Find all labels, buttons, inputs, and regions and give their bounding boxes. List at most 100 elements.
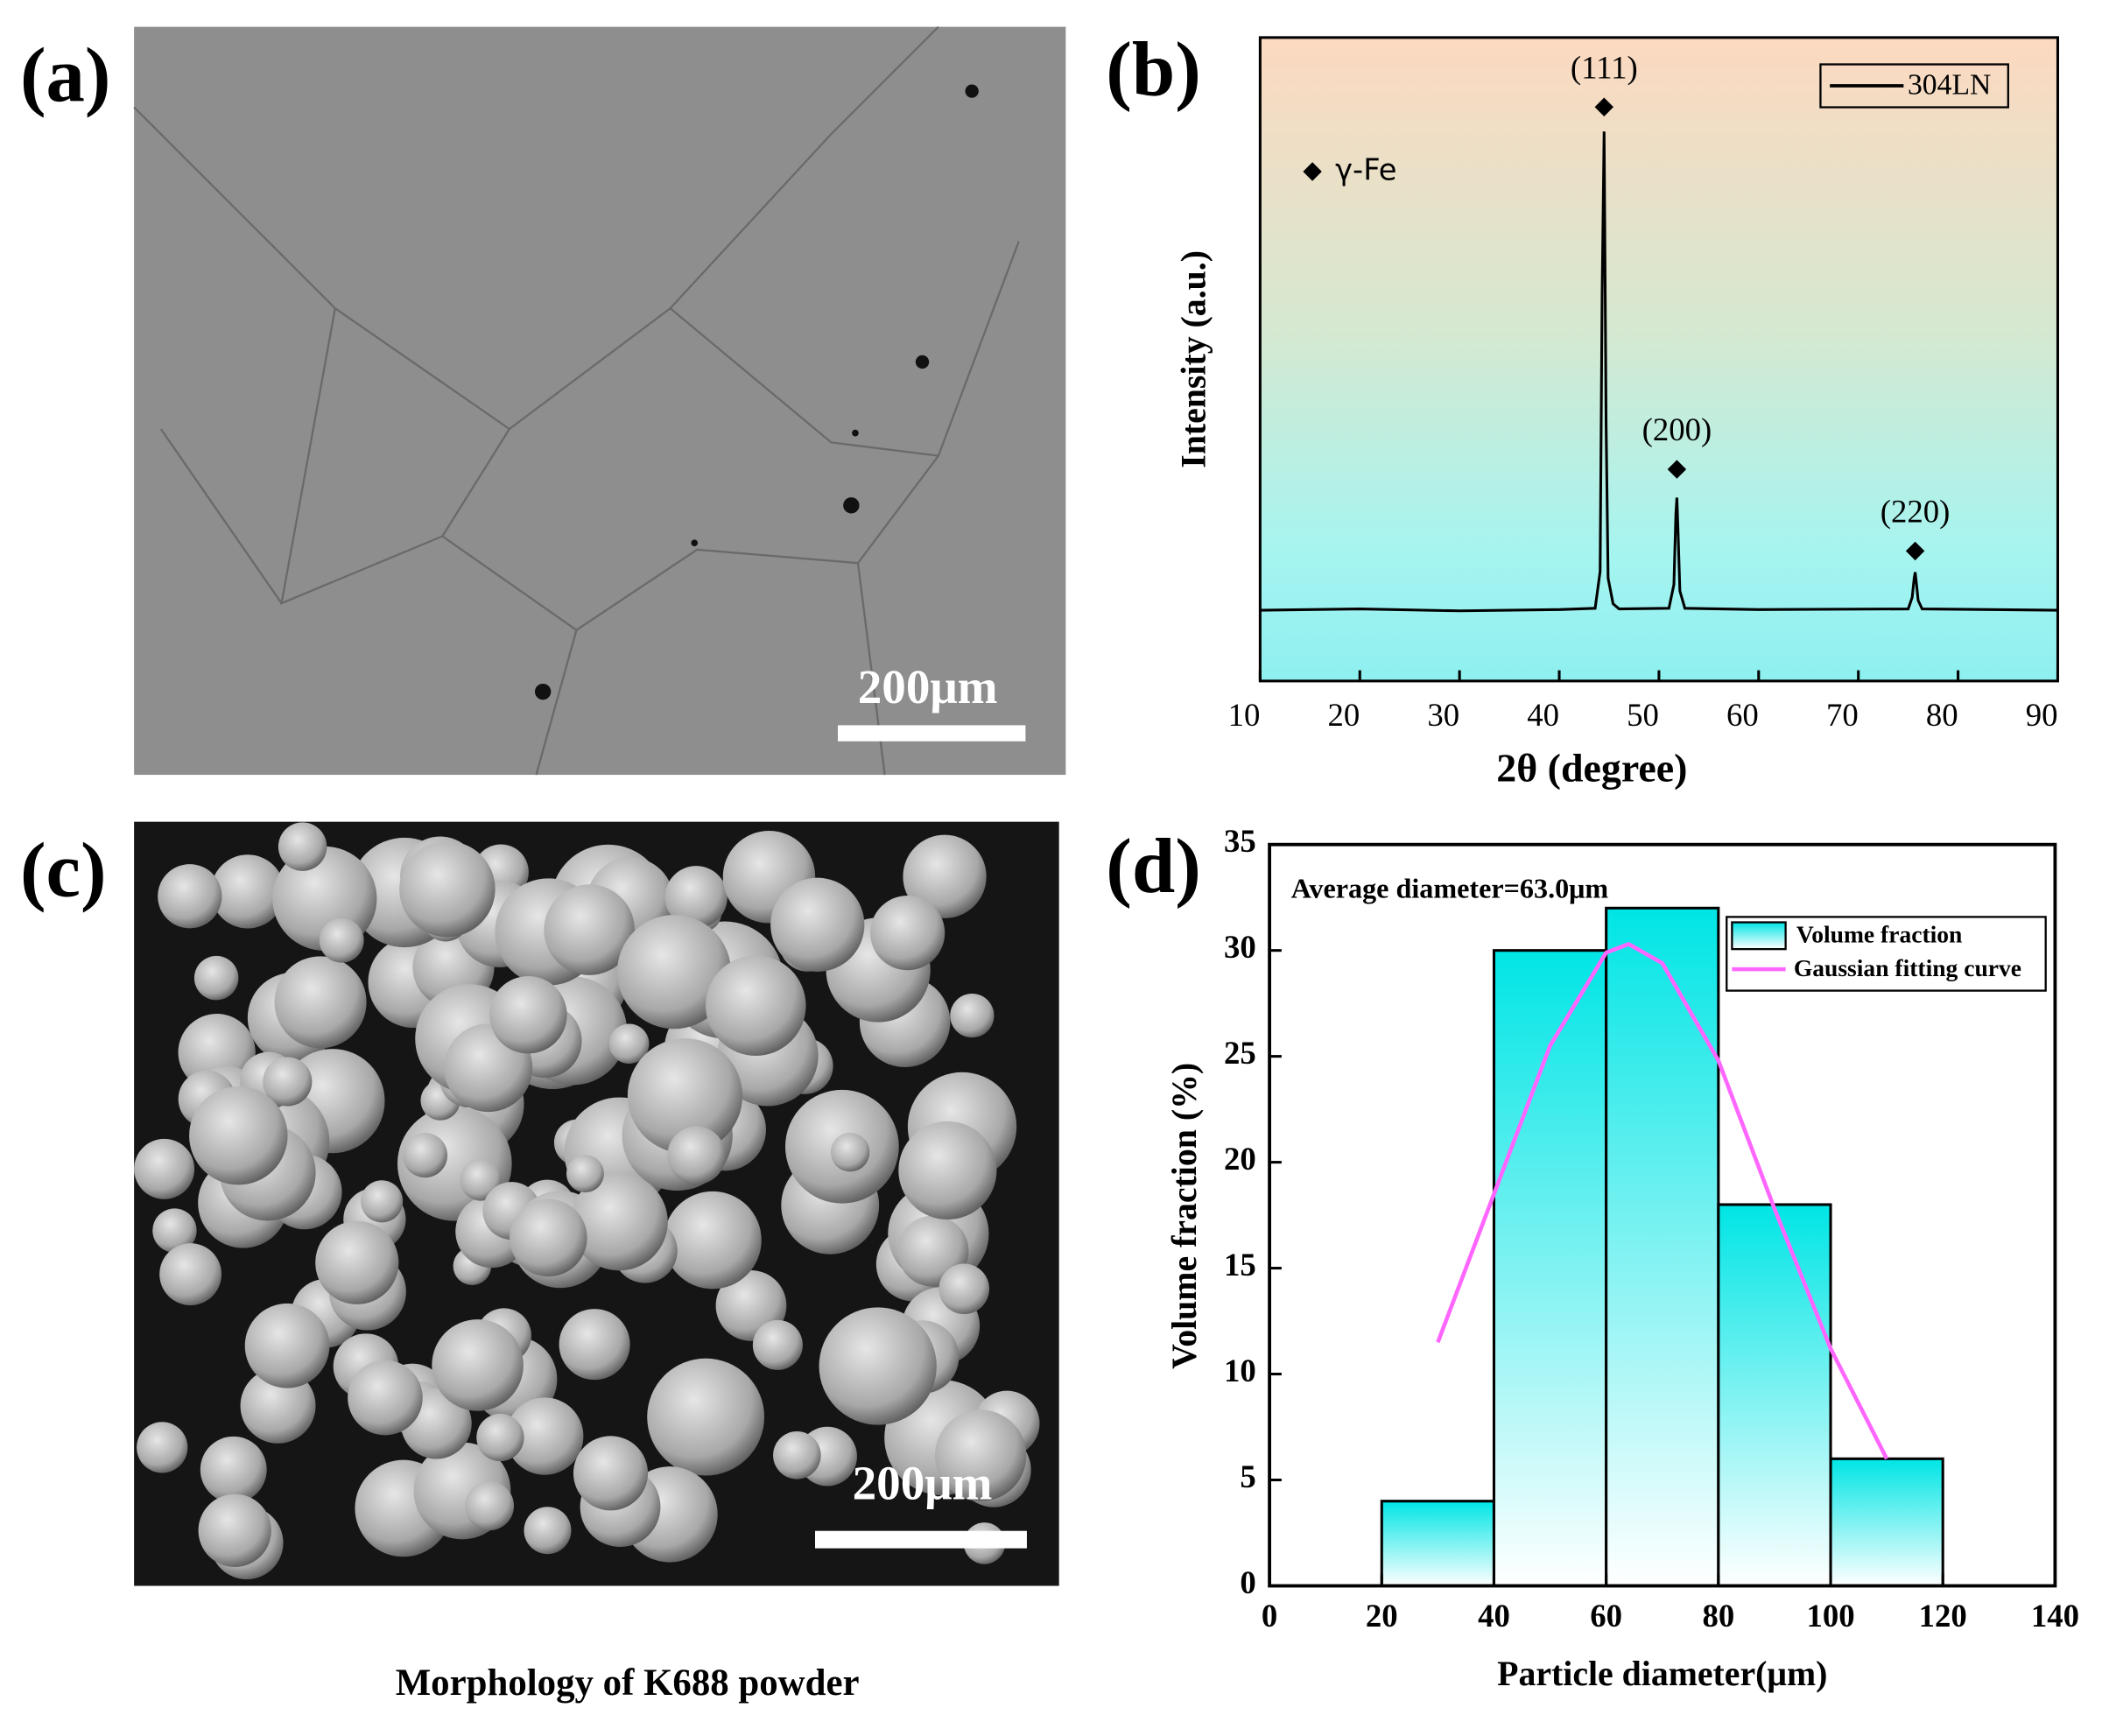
legend-label: γ-Fe <box>1335 153 1396 187</box>
particle <box>244 1303 330 1388</box>
plot-background <box>1260 37 2058 681</box>
particle <box>819 1307 937 1425</box>
y-tick-label: 20 <box>1224 1141 1256 1177</box>
particle <box>158 864 222 929</box>
x-tick-label: 90 <box>2026 697 2058 733</box>
particle <box>573 1436 649 1511</box>
particle <box>134 1138 195 1199</box>
particle <box>278 822 327 871</box>
particle <box>524 1507 572 1555</box>
panel-label: (c) <box>20 827 107 913</box>
y-axis-label: Intensity (a.u.) <box>1175 250 1213 468</box>
particle <box>476 1413 524 1462</box>
particle <box>939 1263 990 1315</box>
particle <box>830 1132 870 1172</box>
bar <box>1605 906 1720 1588</box>
peak-label: (200) <box>1642 411 1712 447</box>
particle <box>152 1208 197 1253</box>
pores <box>534 84 979 700</box>
particle <box>705 955 806 1056</box>
particle <box>647 1358 765 1476</box>
annotation: Average diameter=63.0μm <box>1291 873 1609 904</box>
grain-boundaries <box>133 25 1020 776</box>
peak-marker <box>1905 541 1925 561</box>
particle <box>664 866 728 929</box>
particle <box>348 1360 423 1436</box>
x-tick-label: 80 <box>1702 1598 1734 1634</box>
particle <box>627 1038 743 1154</box>
x-tick-label: 80 <box>1926 697 1958 733</box>
x-tick-label: 140 <box>2031 1598 2079 1634</box>
particle <box>898 1121 997 1220</box>
y-tick-label: 5 <box>1240 1458 1255 1494</box>
particle <box>559 1309 630 1381</box>
particle <box>315 1220 399 1304</box>
particle <box>934 1409 1027 1501</box>
particle <box>319 917 364 963</box>
legend-label: Volume fraction <box>1796 921 1963 948</box>
particle <box>489 976 567 1054</box>
bar <box>1829 1457 1944 1588</box>
particle <box>189 1086 288 1185</box>
sem-image-a <box>134 26 1066 776</box>
particle <box>193 955 239 1001</box>
x-tick-label: 70 <box>1826 697 1859 733</box>
scale-bar-label: 200μm <box>853 1456 993 1509</box>
x-tick-label: 60 <box>1726 697 1759 733</box>
particle <box>667 1126 726 1184</box>
y-tick-label: 10 <box>1224 1353 1256 1388</box>
particle <box>137 1422 188 1473</box>
particle <box>460 1158 503 1201</box>
particle <box>263 1057 313 1107</box>
peak-label: (220) <box>1881 494 1951 530</box>
scale-bar-label: 200μm <box>858 660 998 713</box>
powder-particles <box>134 822 1040 1580</box>
particle <box>664 1191 762 1290</box>
particle <box>903 834 987 918</box>
particle <box>544 884 635 975</box>
x-tick-label: 0 <box>1262 1598 1277 1634</box>
particle <box>432 1319 524 1411</box>
particle <box>274 956 367 1049</box>
particle <box>566 1155 604 1193</box>
x-tick-label: 60 <box>1590 1598 1622 1634</box>
x-tick-label: 100 <box>1806 1598 1854 1634</box>
particle <box>505 1397 584 1475</box>
y-tick-label: 35 <box>1224 823 1256 859</box>
particle <box>198 1494 271 1567</box>
peak-label: (111) <box>1571 49 1638 85</box>
y-axis-label: Volume fraction (%) <box>1165 1063 1204 1369</box>
particle <box>200 1436 267 1503</box>
particle <box>752 1319 803 1370</box>
x-tick-label: 120 <box>1919 1598 1967 1634</box>
particle <box>510 1198 587 1277</box>
particle <box>616 915 732 1030</box>
x-tick-label: 40 <box>1527 697 1559 733</box>
panel-label: (b) <box>1106 27 1201 113</box>
fit-curve <box>1436 942 1889 1460</box>
caption: Morphology of K688 powder <box>396 1662 860 1704</box>
particle <box>870 896 946 971</box>
peak-marker <box>1594 97 1614 116</box>
xrd-line <box>1260 131 2058 613</box>
y-tick-label: 0 <box>1240 1564 1255 1600</box>
x-axis-label: Particle diameter(μm) <box>1497 1655 1827 1693</box>
legend-box <box>1819 63 2009 109</box>
particle <box>403 1133 448 1178</box>
particle <box>210 854 285 929</box>
legend-label: Gaussian fitting curve <box>1794 954 2021 981</box>
peak-marker <box>1667 460 1687 479</box>
panel-label: (d) <box>1106 824 1201 910</box>
y-tick-label: 25 <box>1224 1035 1256 1071</box>
particle <box>465 1481 515 1531</box>
particle <box>159 1243 222 1305</box>
x-tick-label: 30 <box>1427 697 1459 733</box>
bar <box>1380 1500 1495 1588</box>
scale-bar <box>838 725 1026 741</box>
x-tick-label: 40 <box>1478 1598 1510 1634</box>
y-tick-label: 15 <box>1224 1247 1256 1283</box>
particle <box>773 1431 821 1479</box>
particle <box>399 840 496 938</box>
particle <box>950 993 995 1038</box>
